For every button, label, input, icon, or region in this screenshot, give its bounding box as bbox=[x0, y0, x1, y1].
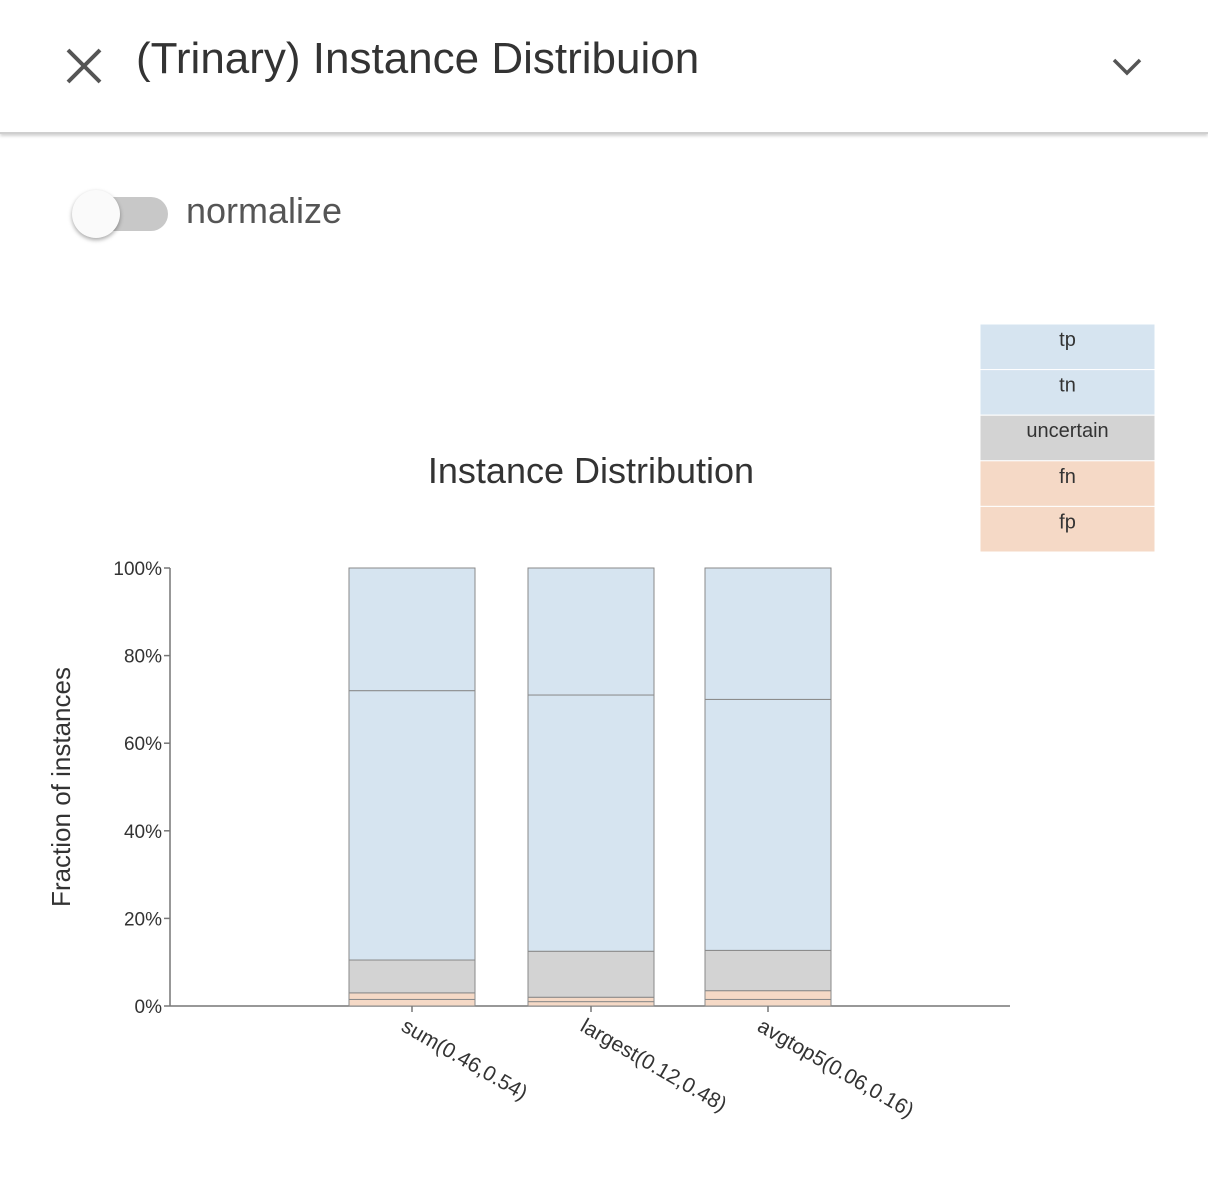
chart-title: Instance Distribution bbox=[428, 450, 754, 491]
normalize-label: normalize bbox=[186, 190, 343, 231]
legend-label: uncertain bbox=[1026, 420, 1108, 442]
y-tick-label: 100% bbox=[113, 559, 162, 580]
bar-segment-fp bbox=[704, 998, 832, 1007]
bar-segment-fn bbox=[348, 992, 476, 1000]
y-tick-label: 0% bbox=[135, 997, 163, 1018]
y-tick-label: 20% bbox=[124, 909, 162, 930]
close-icon bbox=[66, 48, 102, 84]
bar-segment-tn bbox=[704, 698, 832, 951]
chevron-down-icon bbox=[1112, 58, 1142, 76]
legend-label: fn bbox=[1059, 466, 1076, 488]
bar-segment-fp bbox=[527, 1001, 655, 1007]
legend-label: tp bbox=[1059, 329, 1076, 351]
legend-label: tn bbox=[1059, 375, 1076, 397]
bar-segment-uncertain bbox=[527, 950, 655, 998]
legend-label: fp bbox=[1059, 511, 1076, 533]
bar-segment-fn bbox=[704, 990, 832, 1000]
instance-distribution-chart: Instance Distribution Fraction of instanc… bbox=[46, 323, 1156, 1122]
y-tick-label: 40% bbox=[124, 822, 162, 843]
bar-segment-tp bbox=[527, 567, 655, 696]
x-tick-label: avgtop5(0.06,0.16) bbox=[754, 1014, 918, 1122]
y-tick-label: 60% bbox=[124, 734, 162, 755]
panel-title: (Trinary) Instance Distribuion bbox=[136, 34, 700, 83]
close-button[interactable] bbox=[58, 40, 110, 92]
bar-segment-tp bbox=[704, 567, 832, 700]
bar-segment-fn bbox=[527, 996, 655, 1003]
collapse-button[interactable] bbox=[1104, 44, 1150, 90]
legend-swatch-fn bbox=[979, 460, 1156, 507]
x-tick-label: largest(0.12,0.48) bbox=[577, 1014, 731, 1116]
bar-segment-tn bbox=[348, 690, 476, 961]
panel-header: (Trinary) Instance Distribuion bbox=[0, 0, 1208, 134]
bar-segment-tp bbox=[348, 567, 476, 692]
bar-segment-uncertain bbox=[704, 949, 832, 992]
x-tick-label: sum(0.46,0.54) bbox=[398, 1014, 532, 1105]
bar-segment-fp bbox=[348, 998, 476, 1007]
bar-segment-tn bbox=[527, 694, 655, 952]
normalize-toggle[interactable] bbox=[70, 190, 170, 240]
y-tick-label: 80% bbox=[124, 647, 162, 668]
legend-swatch-fp bbox=[979, 505, 1156, 553]
bar-segment-uncertain bbox=[348, 959, 476, 994]
y-axis-label: Fraction of instances bbox=[46, 667, 76, 907]
toggle-thumb bbox=[72, 190, 120, 238]
